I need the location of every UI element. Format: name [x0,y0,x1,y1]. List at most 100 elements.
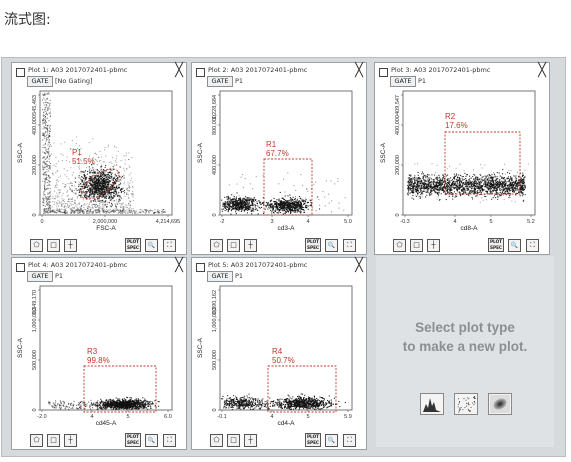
event-dot [128,174,130,176]
event-dot [89,171,91,173]
event-dot [48,204,50,206]
event-dot [246,207,248,209]
event-dot [468,185,470,187]
event-dot [81,176,83,178]
event-dot [92,211,94,213]
event-dot [81,205,83,207]
event-dot [280,207,282,209]
event-dot [427,182,429,184]
event-dot [417,185,419,187]
fit-to-window-button[interactable]: ⛶ [163,239,176,252]
plot-select-checkbox[interactable] [16,68,25,77]
gate-button[interactable]: GATE [207,76,233,87]
plot-spec-button[interactable]: PLOT SPEC [125,238,141,252]
event-dot [521,189,523,191]
event-dot [481,182,483,184]
event-dot [106,175,108,177]
event-dot [42,139,44,141]
plot-select-checkbox[interactable] [379,68,388,77]
event-dot [124,192,126,194]
quadrant-gate-button[interactable]: ┼ [244,239,257,252]
event-dot [58,191,60,193]
plot-spec-button[interactable]: PLOT SPEC [305,238,321,252]
event-dot [244,199,246,201]
rectangle-gate-button[interactable]: □ [227,239,240,252]
event-dot [299,211,301,213]
event-dot [515,194,517,196]
event-dot [123,190,125,192]
event-dot [68,201,70,203]
event-dot [95,178,97,180]
zoom-button[interactable]: 🔍 [325,239,338,252]
plot-select-checkbox[interactable] [196,68,205,77]
event-dot [44,212,46,214]
event-dot [80,195,82,197]
event-dot [94,175,96,177]
event-dot [521,192,523,194]
event-dot [304,197,306,199]
event-dot [111,169,113,171]
event-dot [514,188,516,190]
close-icon[interactable]: ╳ [175,63,183,78]
close-icon[interactable]: ╳ [538,63,546,78]
event-dot [489,180,491,182]
event-dot [430,191,432,193]
polygon-gate-button[interactable]: ⬠ [30,239,43,252]
event-dot [84,179,86,181]
rectangle-gate-button[interactable]: □ [47,239,60,252]
event-dot [446,184,448,186]
event-dot [48,167,50,169]
x-tick-label: 4,214,695 [156,219,180,225]
polygon-gate-button[interactable]: ⬠ [210,239,223,252]
quadrant-gate-button[interactable]: ┼ [64,239,77,252]
event-dot [99,160,101,162]
event-dot [113,188,115,190]
event-dot [98,204,100,206]
event-dot [292,206,294,208]
event-dot [242,203,244,205]
zoom-button[interactable]: 🔍 [145,239,158,252]
event-dot [43,193,45,195]
event-dot [417,189,419,191]
event-dot [95,176,97,178]
event-dot [105,212,107,214]
event-dot [494,179,496,181]
event-dot [57,199,59,201]
event-dot [475,176,477,178]
event-dot [501,183,503,185]
event-dot [488,179,490,181]
event-dot [95,178,97,180]
event-dot [92,172,94,174]
gate-button[interactable]: GATE [27,76,53,87]
event-dot [49,166,51,168]
event-dot [278,199,280,201]
event-dot [70,181,72,183]
event-dot [293,198,295,200]
event-dot [93,162,95,164]
event-dot [228,198,230,200]
event-dot [115,205,117,207]
event-dot [416,190,418,192]
fit-to-window-button[interactable]: ⛶ [343,239,356,252]
event-dot [66,212,68,214]
event-dot [229,201,231,203]
close-icon[interactable]: ╳ [355,63,363,78]
event-dot [511,179,513,181]
event-dot [44,120,46,122]
event-dot [128,184,130,186]
event-dot [276,203,278,205]
event-dot [58,176,60,178]
event-dot [475,191,477,193]
event-dot [496,176,498,178]
event-dot [66,195,68,197]
event-dot [100,191,102,193]
event-dot [90,176,92,178]
event-dot [468,194,470,196]
event-dot [477,177,479,179]
gate-button[interactable]: GATE [390,76,416,87]
event-dot [408,191,410,193]
event-dot [248,208,250,210]
event-dot [108,185,110,187]
event-dot [56,205,58,207]
event-dot [43,200,45,202]
